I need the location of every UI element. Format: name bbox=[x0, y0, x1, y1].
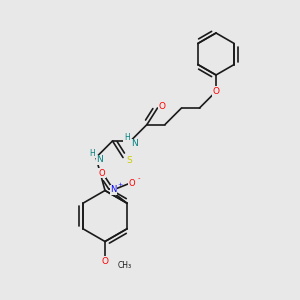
Text: O: O bbox=[212, 87, 220, 96]
Text: O: O bbox=[158, 102, 166, 111]
Text: O: O bbox=[101, 256, 109, 266]
Text: O: O bbox=[128, 179, 135, 188]
Text: N: N bbox=[110, 185, 117, 194]
Text: N: N bbox=[96, 155, 103, 164]
Text: +: + bbox=[118, 182, 123, 187]
Text: N: N bbox=[131, 140, 137, 148]
Text: S: S bbox=[126, 156, 132, 165]
Text: -: - bbox=[137, 175, 140, 181]
Text: H: H bbox=[124, 133, 130, 142]
Text: H: H bbox=[89, 148, 95, 158]
Text: CH₃: CH₃ bbox=[118, 261, 132, 270]
Text: O: O bbox=[98, 169, 105, 178]
